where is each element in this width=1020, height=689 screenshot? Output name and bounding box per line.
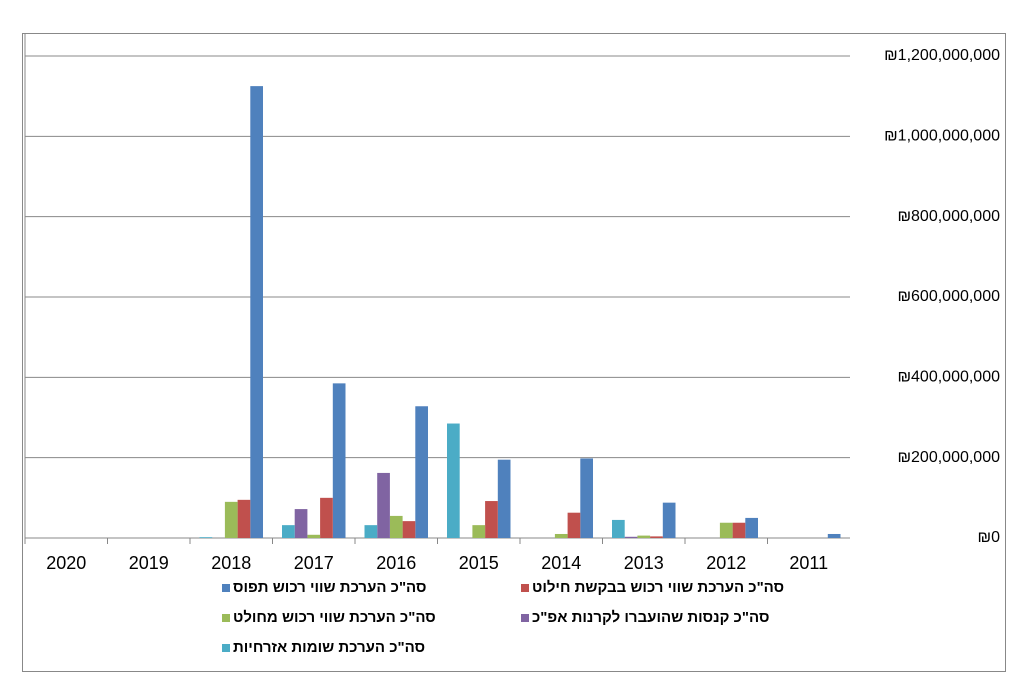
bar (320, 497, 333, 538)
legend-marker (222, 584, 230, 592)
bar (567, 512, 581, 538)
bar (199, 537, 213, 538)
legend-marker (521, 584, 529, 592)
bar (554, 533, 568, 538)
y-tick-label: ₪1,200,000,000 (884, 47, 1000, 64)
bar (745, 517, 758, 538)
bar (250, 86, 263, 538)
bar (650, 536, 663, 538)
x-tick-label: 2020 (46, 553, 86, 573)
bar (224, 501, 238, 538)
bar (637, 535, 651, 538)
x-tick-label: 2017 (294, 553, 334, 573)
bar (415, 406, 428, 538)
x-tick-label: 2016 (376, 553, 416, 573)
bar (402, 521, 416, 538)
y-tick-label: ₪800,000,000 (897, 208, 1000, 225)
y-tick-label: ₪600,000,000 (897, 288, 1000, 305)
legend-marker (222, 644, 230, 652)
legend-label: סה"כ הערכת שווי רכוש בבקשת חילוט (532, 579, 784, 596)
bar (377, 472, 390, 538)
chart-border (22, 33, 1006, 672)
legend-marker (521, 614, 529, 622)
bar (389, 515, 403, 538)
bar (662, 502, 676, 538)
x-tick-label: 2014 (541, 553, 581, 573)
bar (827, 533, 841, 538)
x-tick-label: 2015 (459, 553, 499, 573)
bar (624, 536, 638, 538)
legend-label: סה"כ הערכת שווי רכוש תפוס (233, 579, 427, 596)
x-tick-label: 2013 (624, 553, 664, 573)
bar (364, 525, 378, 538)
bar (485, 501, 498, 538)
x-tick-label: 2012 (706, 553, 746, 573)
bar (719, 522, 733, 538)
legend-label: סה"כ הערכת שווי רכוש מחולט (233, 609, 436, 626)
y-tick-label: ₪400,000,000 (897, 369, 1000, 386)
y-tick-label: ₪1,000,000,000 (884, 128, 1000, 145)
bar (497, 459, 511, 538)
bar (472, 525, 486, 538)
y-tick-label: ₪0 (978, 529, 1001, 546)
x-tick-label: 2018 (211, 553, 251, 573)
legend-label: סה"כ הערכת שומות אזרחיות (233, 639, 425, 656)
bar (447, 423, 460, 538)
x-tick-label: 2011 (789, 553, 828, 573)
y-tick-label: ₪200,000,000 (897, 449, 1000, 466)
legend-label: סה"כ קנסות שהועברו לקרנות אפ"כ (532, 609, 769, 626)
bar (732, 522, 746, 538)
legend-marker (222, 614, 230, 622)
bar (282, 525, 295, 538)
x-tick-label: 2019 (129, 553, 169, 573)
bar (237, 499, 251, 538)
bar (612, 519, 625, 538)
bar (307, 534, 321, 538)
bar (294, 509, 308, 538)
bar (580, 458, 593, 538)
bar (332, 383, 346, 538)
